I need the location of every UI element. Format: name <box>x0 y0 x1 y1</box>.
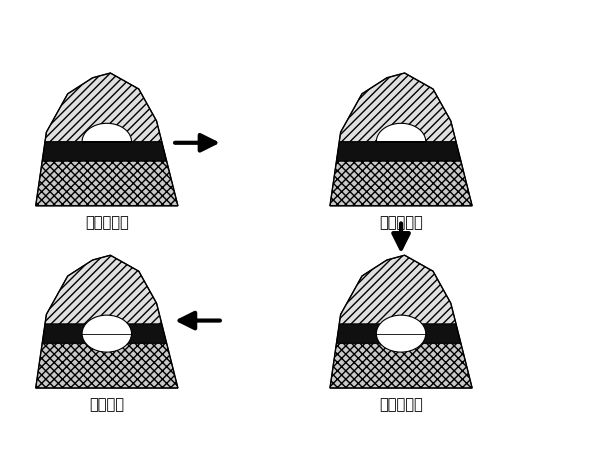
Polygon shape <box>42 324 167 343</box>
Polygon shape <box>82 123 131 142</box>
Polygon shape <box>42 142 167 161</box>
Polygon shape <box>330 343 472 388</box>
Text: 上台阶开挖: 上台阶开挖 <box>85 216 128 230</box>
Polygon shape <box>330 161 472 206</box>
Text: 上台阶支护: 上台阶支护 <box>379 216 423 230</box>
Polygon shape <box>337 324 461 343</box>
Polygon shape <box>36 161 178 206</box>
Circle shape <box>376 315 426 352</box>
Text: 下台阶开挖: 下台阶开挖 <box>379 398 423 413</box>
Polygon shape <box>45 73 162 142</box>
Polygon shape <box>339 255 456 324</box>
Polygon shape <box>376 123 426 142</box>
Polygon shape <box>337 142 461 161</box>
Polygon shape <box>339 73 456 142</box>
Text: 支护完毕: 支护完毕 <box>89 398 124 413</box>
Polygon shape <box>45 255 162 324</box>
Circle shape <box>82 315 131 352</box>
Polygon shape <box>36 343 178 388</box>
